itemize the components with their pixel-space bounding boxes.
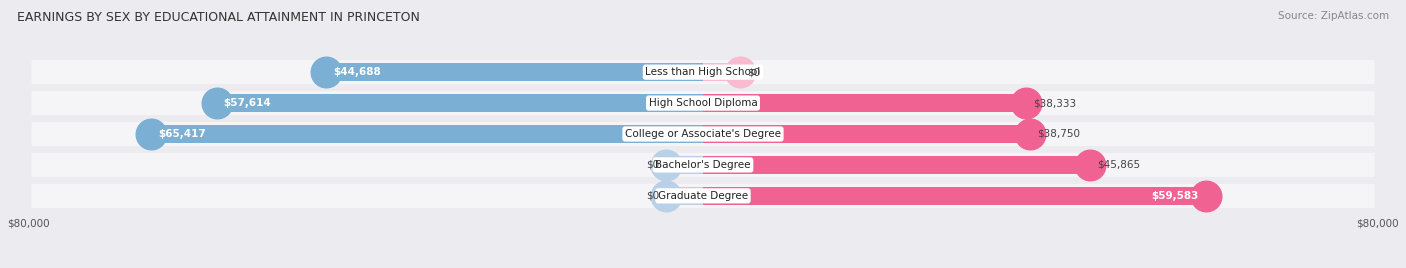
FancyBboxPatch shape [31,91,1375,115]
Text: Bachelor's Degree: Bachelor's Degree [655,160,751,170]
Text: $0: $0 [645,191,659,201]
Bar [703,94,1026,112]
Bar [703,63,740,81]
Text: $0: $0 [747,67,761,77]
Text: $59,583: $59,583 [1152,191,1199,201]
Text: $38,750: $38,750 [1036,129,1080,139]
Text: EARNINGS BY SEX BY EDUCATIONAL ATTAINMENT IN PRINCETON: EARNINGS BY SEX BY EDUCATIONAL ATTAINMEN… [17,11,420,24]
Bar [703,187,1205,205]
Text: $44,688: $44,688 [333,67,381,77]
Bar [703,125,1029,143]
Bar [666,187,703,205]
Bar [326,63,703,81]
Text: $65,417: $65,417 [157,129,205,139]
Text: Source: ZipAtlas.com: Source: ZipAtlas.com [1278,11,1389,21]
Text: High School Diploma: High School Diploma [648,98,758,108]
Bar [217,94,703,112]
Bar [150,125,703,143]
FancyBboxPatch shape [31,184,1375,208]
Text: $38,333: $38,333 [1033,98,1076,108]
FancyBboxPatch shape [31,122,1375,146]
FancyBboxPatch shape [31,153,1375,177]
Bar [666,156,703,174]
Text: $0: $0 [645,160,659,170]
Text: Less than High School: Less than High School [645,67,761,77]
FancyBboxPatch shape [31,60,1375,84]
Text: Graduate Degree: Graduate Degree [658,191,748,201]
Text: College or Associate's Degree: College or Associate's Degree [626,129,780,139]
Text: $45,865: $45,865 [1097,160,1140,170]
Bar [703,156,1090,174]
Text: $57,614: $57,614 [224,98,271,108]
